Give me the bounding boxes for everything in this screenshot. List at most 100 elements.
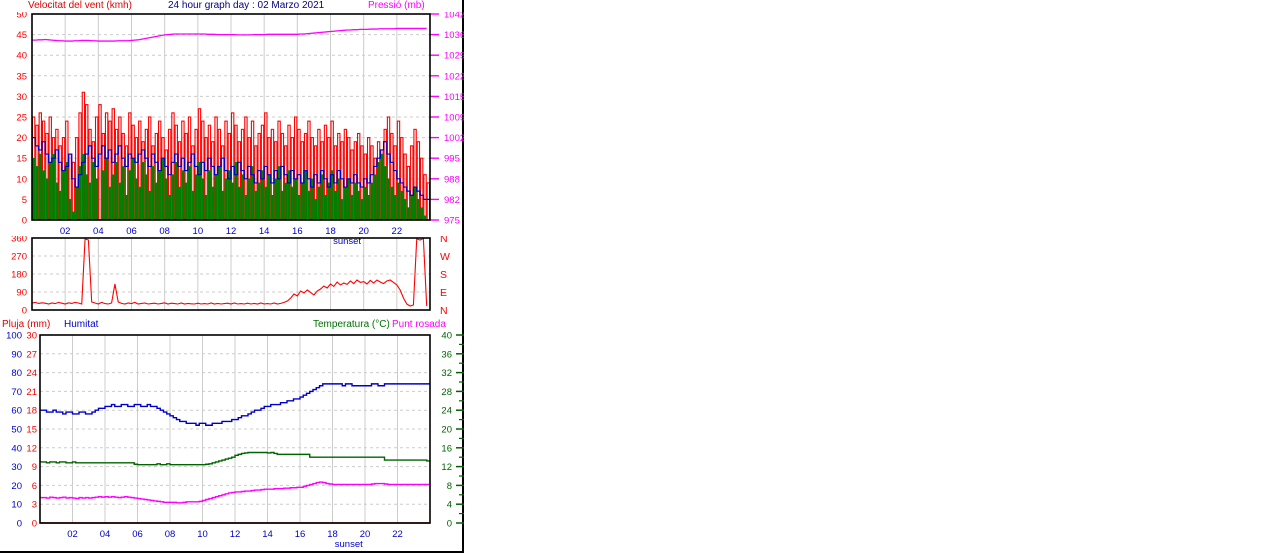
wind-speed-bar <box>121 166 125 221</box>
x-axis-tick: 06 <box>132 529 143 540</box>
wind-speed-bar <box>211 186 215 221</box>
dewpoint-axis-title: Punt rosada <box>392 319 446 330</box>
wind-speed-bar <box>52 153 56 221</box>
wind-speed-bar <box>357 190 361 221</box>
wind-speed-bar <box>164 178 168 221</box>
wind-speed-bar <box>377 162 381 221</box>
wind-axis-tick: 5 <box>22 195 27 206</box>
wind-speed-bar <box>174 162 178 221</box>
x-axis-tick: 04 <box>93 226 104 237</box>
wind-direction-chart[interactable]: 360 N 270 W 180 S 90 E 0 N <box>0 236 464 318</box>
wind-average-line <box>32 137 430 200</box>
wind-speed-bar <box>58 190 62 221</box>
wind-speed-bar <box>38 153 42 221</box>
wind-speed-bar <box>178 186 182 221</box>
wind-speed-bar <box>267 174 271 221</box>
wind-speed-bar <box>406 207 410 221</box>
wind-speed-bar <box>290 186 294 221</box>
wind-speed-bar <box>128 170 132 221</box>
rain-axis-tick: 27 <box>26 349 37 360</box>
wind-speed-bar <box>118 182 122 221</box>
wind-axis-tick: 0 <box>22 216 27 227</box>
wind-axis-tick: 50 <box>16 12 27 21</box>
wind-speed-bar <box>360 199 364 221</box>
wind-speed-bar <box>198 162 201 221</box>
wind-speed-bar <box>158 170 162 221</box>
x-axis-tick: 22 <box>392 529 403 540</box>
wind-speed-bar <box>111 174 115 221</box>
wind-speed-bar <box>416 199 420 221</box>
x-axis-tick: 14 <box>262 529 273 540</box>
wind-speed-bar <box>280 190 284 221</box>
wind-speed-bar <box>294 178 298 221</box>
wind-speed-bar <box>85 174 89 221</box>
wind-speed-bar <box>284 182 288 221</box>
wind-speed-bar <box>274 178 278 221</box>
wind-speed-bar <box>108 186 112 221</box>
x-axis-tick: 10 <box>193 226 204 237</box>
wind-speed-bar <box>340 199 344 221</box>
wind-speed-bar <box>397 182 400 221</box>
wind-speed-bar <box>154 182 158 221</box>
rain-axis-tick: 3 <box>32 500 37 511</box>
direction-axis-tick: 270 <box>11 252 27 263</box>
wind-direction-line <box>31 237 428 307</box>
x-axis-tick: 18 <box>327 529 338 540</box>
wind-speed-bar <box>184 182 188 221</box>
wind-speed-bar <box>254 190 258 221</box>
wind-speed-bar <box>45 178 49 221</box>
wind-speed-bar <box>334 190 337 221</box>
wind-speed-bar <box>324 194 327 221</box>
wind-speed-bar <box>343 186 347 221</box>
wind-speed-bar <box>214 174 218 221</box>
temperature-axis-tick: 32 <box>441 368 452 379</box>
humidity-axis-tick: 80 <box>11 368 22 379</box>
compass-axis-tick: N <box>440 305 448 317</box>
wind-speed-bar <box>247 178 251 221</box>
wind-axis-tick: 30 <box>16 92 27 103</box>
temperature-axis-tick: 0 <box>447 519 452 530</box>
wind-speed-bar <box>138 186 142 221</box>
compass-axis-tick: E <box>440 287 447 299</box>
x-axis-tick: 18 <box>325 226 336 237</box>
wind-speed-bar <box>350 194 354 221</box>
direction-axis-tick: 0 <box>22 306 27 317</box>
wind-speed-bar <box>270 194 274 221</box>
rain-axis-tick: 18 <box>26 406 37 417</box>
temperature-line <box>40 451 430 466</box>
wind-speed-bar <box>380 153 384 221</box>
wind-speed-bar <box>81 153 85 221</box>
temperature-axis-tick: 24 <box>441 406 452 417</box>
wind-speed-bar <box>72 211 75 221</box>
wind-speed-bar <box>151 166 155 221</box>
wind-speed-bar <box>403 199 407 221</box>
wind-speed-bar <box>227 170 231 221</box>
temperature-axis-tick: 16 <box>441 443 452 454</box>
dewpoint-line <box>40 481 430 504</box>
wind-speed-bar <box>207 170 211 221</box>
wind-speed-bar <box>327 182 331 221</box>
wind-axis-tick: 10 <box>16 174 27 185</box>
wind-chart-right-title: Pressió (mb) <box>368 0 425 11</box>
direction-chart-frame <box>31 237 431 311</box>
x-axis-tick: 06 <box>126 226 137 237</box>
wind-speed-bar <box>42 170 46 221</box>
wind-speed-bar <box>314 199 318 221</box>
wind-speed-bar <box>62 170 65 221</box>
wind-speed-bar <box>135 178 138 221</box>
pressure-axis-tick: 1022 <box>444 71 464 82</box>
wind-speed-bar <box>390 186 394 221</box>
wind-speed-bar <box>310 178 314 221</box>
wind-speed-bar <box>95 178 99 221</box>
compass-axis-tick: W <box>440 251 450 263</box>
wind-speed-bar <box>297 194 301 221</box>
sunset-label: sunset <box>333 236 361 244</box>
pressure-axis-tick: 982 <box>444 195 460 206</box>
wind-speed-bar <box>330 170 334 221</box>
direction-axis-tick: 90 <box>16 288 27 299</box>
